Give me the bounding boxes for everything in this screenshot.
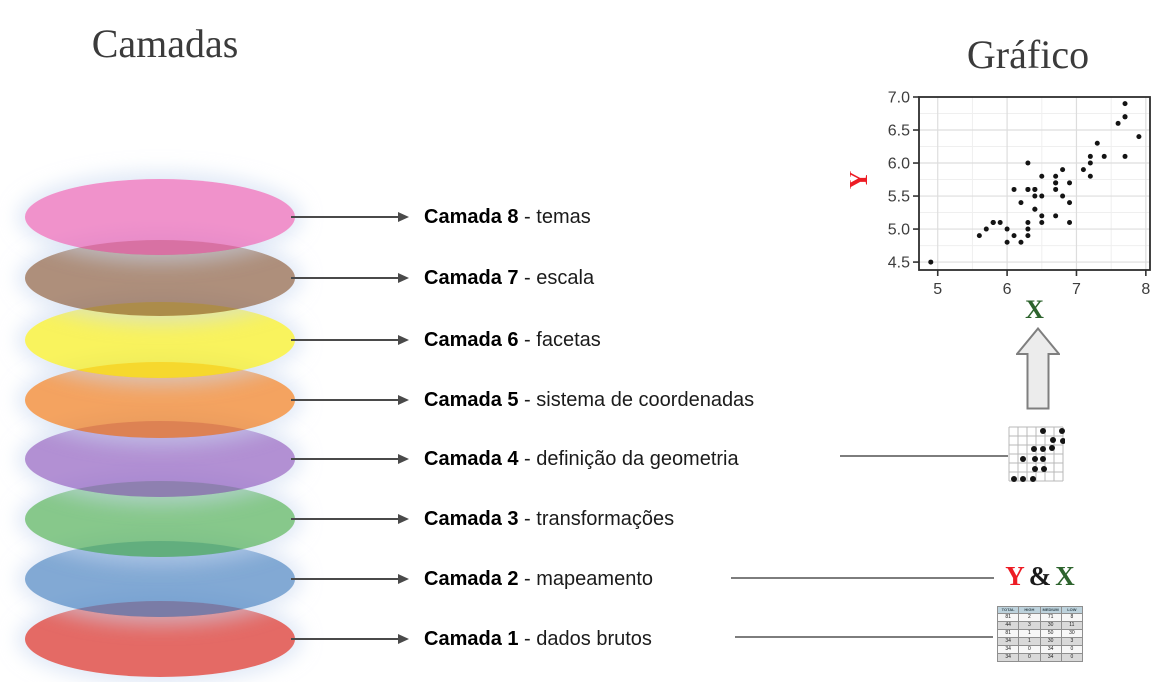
mapping-y-label: Y <box>1005 561 1025 591</box>
svg-text:5.0: 5.0 <box>888 222 910 239</box>
table-cell: 8 <box>1060 613 1084 622</box>
table-header-cell: MEDIUM <box>1039 606 1062 614</box>
layer-label-5: Camada 5 - sistema de coordenadas <box>424 389 755 411</box>
chart-title: Gráfico <box>966 32 1090 77</box>
geom-grid-icon <box>1008 426 1065 483</box>
arrow-head-icon <box>398 395 409 405</box>
layer-arrow-4-icon <box>291 454 409 464</box>
svg-text:6.5: 6.5 <box>888 123 910 140</box>
table-row: 81 1 50 30 <box>996 629 1084 638</box>
arrow-head-icon <box>398 212 409 222</box>
table-cell: 30 <box>1060 629 1084 638</box>
connector-mapping-line <box>731 577 994 579</box>
layer-arrow-8-icon <box>291 212 409 222</box>
layer-arrow-3-icon <box>291 514 409 524</box>
table-cell: 3 <box>1018 621 1041 630</box>
svg-text:4.5: 4.5 <box>888 255 910 272</box>
svg-text:6.0: 6.0 <box>888 156 910 173</box>
table-cell: 34 <box>1039 653 1062 662</box>
layer-arrow-2-icon <box>291 574 409 584</box>
scatter-plot: 5 6 7 8 4.5 5.0 5.5 6.0 6.5 7.0 Y X <box>850 90 1151 323</box>
up-arrow-icon <box>1016 327 1060 410</box>
layer-label-1: Camada 1 - dados brutos <box>424 628 652 650</box>
table-header-cell: TOTAL <box>996 606 1020 614</box>
arrow-line <box>291 578 399 580</box>
layer-label-3: Camada 3 - transformações <box>424 508 675 530</box>
layer-ellipse-8 <box>25 179 295 255</box>
svg-text:6: 6 <box>1003 281 1012 298</box>
arrow-line <box>291 638 399 640</box>
table-cell: 0 <box>1060 653 1084 662</box>
x-axis-label: X <box>1025 295 1044 323</box>
table-row: 34 0 34 0 <box>996 645 1084 654</box>
table-header-cell: HIGH <box>1018 606 1041 614</box>
svg-text:7.0: 7.0 <box>888 90 910 107</box>
arrow-line <box>291 399 399 401</box>
layer-arrow-6-icon <box>291 335 409 345</box>
arrow-head-icon <box>398 273 409 283</box>
table-cell: 50 <box>1039 629 1062 638</box>
mapping-ampersand: & <box>1028 561 1052 591</box>
arrow-head-icon <box>398 634 409 644</box>
table-cell: 34 <box>1039 645 1062 654</box>
y-axis-label: Y <box>850 170 873 189</box>
table-row: 81 2 71 8 <box>996 613 1084 622</box>
layer-arrow-5-icon <box>291 395 409 405</box>
table-row: 34 0 34 0 <box>996 653 1084 662</box>
arrow-line <box>291 216 399 218</box>
layer-label-8: Camada 8 - temas <box>424 206 591 228</box>
table-cell: 2 <box>1018 613 1041 622</box>
table-cell: 30 <box>1039 621 1062 630</box>
table-cell: 1 <box>1018 637 1041 646</box>
svg-text:5.5: 5.5 <box>888 189 910 206</box>
layer-label-6: Camada 6 - facetas <box>424 329 601 351</box>
mapping-x-label: X <box>1055 561 1075 591</box>
arrow-head-icon <box>398 335 409 345</box>
svg-text:5: 5 <box>933 281 942 298</box>
table-cell: 0 <box>1018 645 1041 654</box>
layer-label-4: Camada 4 - definição da geometria <box>424 448 739 470</box>
arrow-head-icon <box>398 454 409 464</box>
table-header-cell: LOW <box>1060 606 1084 614</box>
connector-geometry-line <box>840 455 1008 457</box>
arrow-line <box>291 518 399 520</box>
layer-arrow-7-icon <box>291 273 409 283</box>
arrow-line <box>291 277 399 279</box>
layer-arrow-1-icon <box>291 634 409 644</box>
table-cell: 1 <box>1018 629 1041 638</box>
layers-title: Camadas <box>91 21 239 66</box>
table-cell: 34 <box>996 653 1020 662</box>
up-arrow-shape <box>1016 327 1060 410</box>
table-cell: 34 <box>996 637 1020 646</box>
data-table-icon: TOTAL HIGH MEDIUM LOW 81 2 71 8 44 3 30 11 81 1 50 30 34… <box>996 606 1084 662</box>
table-cell: 44 <box>996 621 1020 630</box>
table-cell: 71 <box>1039 613 1062 622</box>
table-row: 34 1 30 3 <box>996 637 1084 646</box>
connector-data-line <box>735 636 993 638</box>
table-cell: 3 <box>1060 637 1084 646</box>
svg-text:7: 7 <box>1072 281 1081 298</box>
svg-text:8: 8 <box>1141 281 1150 298</box>
table-cell: 0 <box>1018 653 1041 662</box>
table-cell: 11 <box>1060 621 1084 630</box>
table-cell: 30 <box>1039 637 1062 646</box>
arrow-line <box>291 339 399 341</box>
table-row: 44 3 30 11 <box>996 621 1084 630</box>
table-cell: 81 <box>996 613 1020 622</box>
arrow-head-icon <box>398 574 409 584</box>
layer-label-2: Camada 2 - mapeamento <box>424 568 654 590</box>
arrow-line <box>291 458 399 460</box>
mapping-text: Y & X <box>998 561 1082 592</box>
table-cell: 81 <box>996 629 1020 638</box>
table-cell: 0 <box>1060 645 1084 654</box>
arrow-head-icon <box>398 514 409 524</box>
layer-label-7: Camada 7 - escala <box>424 267 595 289</box>
table-cell: 34 <box>996 645 1020 654</box>
